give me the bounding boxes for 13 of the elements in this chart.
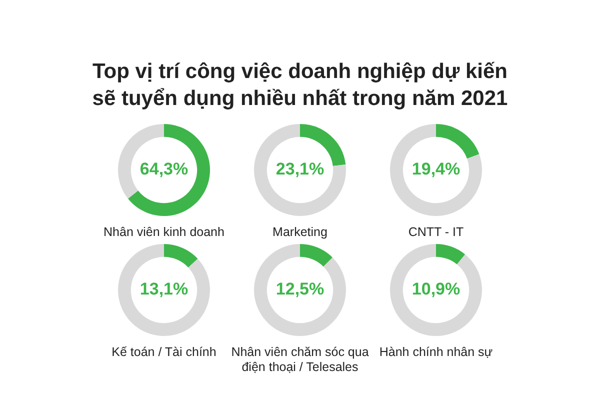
text: Marketing bbox=[272, 225, 328, 239]
data-label: 19,4% bbox=[412, 160, 460, 179]
data-label: 64,3% bbox=[140, 160, 188, 179]
text: Hành chính nhân sự bbox=[379, 345, 493, 359]
data-label: 12,5% bbox=[276, 280, 324, 299]
text: Top vị trí công việc doanh nghiệp dự kiến sẽ tuyển dụng nhiều nhất trong năm 2021 bbox=[91, 59, 509, 112]
data-label: 23,1% bbox=[276, 160, 324, 179]
data-label: 10,9% bbox=[412, 280, 460, 299]
text: Kế toán / Tài chính bbox=[112, 345, 216, 359]
data-label: 13,1% bbox=[140, 280, 188, 299]
text: Nhân viên kinh doanh bbox=[102, 225, 226, 240]
text: CNTT - IT bbox=[407, 225, 465, 240]
text: Nhân viên chăm sóc qua điện thoại / Telesales bbox=[230, 345, 370, 375]
